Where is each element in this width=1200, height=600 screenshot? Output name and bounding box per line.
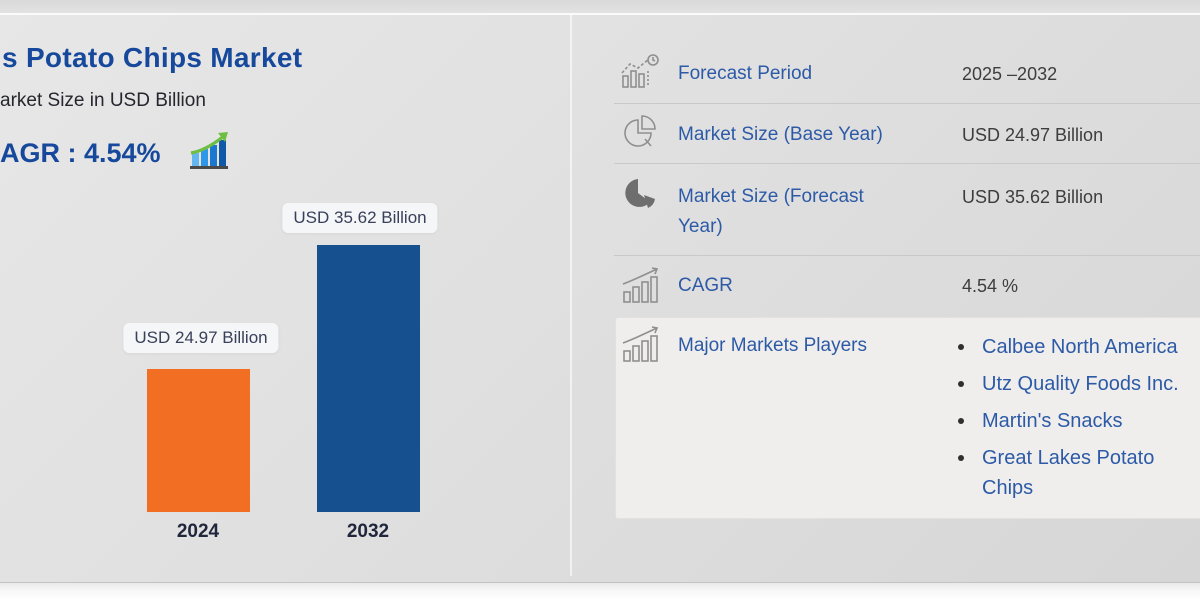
x-axis-label-2024: 2024 — [176, 521, 220, 542]
stat-value-market-size-base: USD 24.97 Billion — [962, 125, 1104, 145]
bottom-edge-fade — [0, 582, 1200, 600]
bar-2032 — [317, 245, 420, 512]
major-players-list: Calbee North America Utz Quality Foods I… — [952, 332, 1195, 510]
bar-value-label-2032: USD 35.62 Billion — [282, 203, 438, 233]
bar-2024 — [147, 369, 250, 512]
top-edge-highlight — [0, 0, 1200, 15]
pie-chart-filled-icon — [620, 176, 664, 214]
forecast-chart-icon — [620, 52, 664, 92]
stat-label-major-players: Major Markets Players — [678, 335, 867, 356]
row-divider — [614, 103, 1200, 104]
x-axis-label-2032: 2032 — [346, 521, 390, 542]
player-item: Great Lakes Potato Chips — [952, 443, 1195, 503]
player-item: Martin's Snacks — [952, 406, 1195, 436]
bar-value-label-2024: USD 24.97 Billion — [123, 323, 279, 353]
cagr-headline-text: AGR : 4.54% — [0, 137, 161, 168]
player-item: Calbee North America — [952, 332, 1195, 362]
cagr-headline: AGR : 4.54% — [0, 132, 231, 171]
row-divider — [614, 255, 1200, 256]
chart-subtitle: arket Size in USD Billion — [0, 90, 206, 111]
stat-label-forecast-period: Forecast Period — [678, 63, 813, 84]
growth-chart-icon — [620, 266, 664, 306]
stat-value-market-size-forecast: USD 35.62 Billion — [962, 187, 1104, 207]
growth-chart-icon — [620, 325, 664, 365]
stat-value-forecast-period: 2025 –2032 — [962, 64, 1058, 84]
growth-bars-arrow-icon — [187, 131, 231, 171]
row-divider — [614, 163, 1200, 164]
stat-label-market-size-forecast: Market Size (Forecast Year) — [678, 186, 864, 237]
stat-label-market-size-base: Market Size (Base Year) — [678, 124, 883, 145]
pie-chart-outline-icon — [620, 113, 664, 155]
stat-label-cagr: CAGR — [678, 275, 733, 296]
panel-divider — [570, 14, 572, 576]
page-title: s Potato Chips Market — [2, 42, 303, 73]
stat-value-cagr: 4.54 % — [962, 276, 1019, 296]
player-item: Utz Quality Foods Inc. — [952, 369, 1195, 399]
major-players-card — [615, 317, 1200, 519]
stats-panel: Forecast Period 2025 –2032 Market Size (… — [600, 0, 1200, 600]
